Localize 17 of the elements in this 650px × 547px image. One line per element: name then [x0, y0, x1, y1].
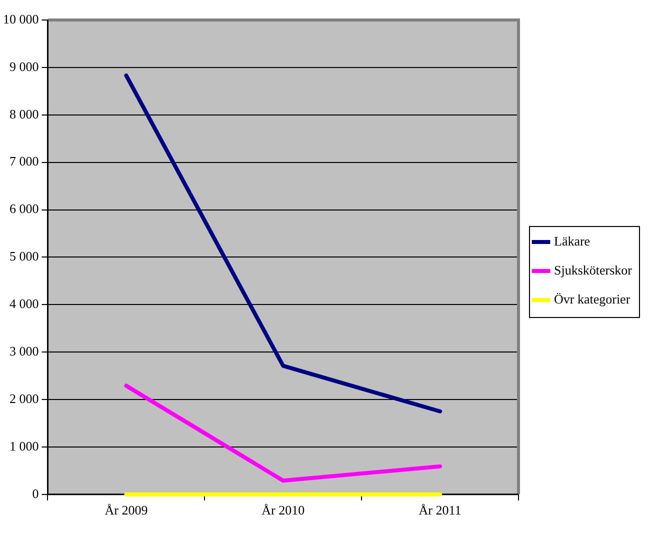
- legend-label: Övr kategorier: [554, 291, 631, 306]
- y-tick-label: 4 000: [10, 296, 39, 312]
- y-tick-label: 1 000: [10, 438, 39, 454]
- legend-label: Läkare: [554, 233, 590, 248]
- x-tick-label: År 2010: [262, 502, 305, 518]
- x-tick-label: År 2009: [104, 502, 148, 518]
- y-tick-label: 10 000: [3, 11, 39, 26]
- y-tick-label: 0: [32, 486, 39, 501]
- y-tick-label: 6 000: [10, 201, 39, 216]
- y-tick-label: 3 000: [10, 344, 39, 358]
- legend-label: Sjuksköterskor: [554, 262, 633, 278]
- y-tick-label: 2 000: [10, 390, 39, 406]
- y-tick-label: 8 000: [10, 106, 39, 122]
- y-tick-label: 7 000: [10, 154, 39, 169]
- x-tick-label: År 2011: [418, 502, 462, 518]
- y-tick-label: 5 000: [10, 248, 39, 264]
- y-tick-label: 9 000: [10, 58, 39, 74]
